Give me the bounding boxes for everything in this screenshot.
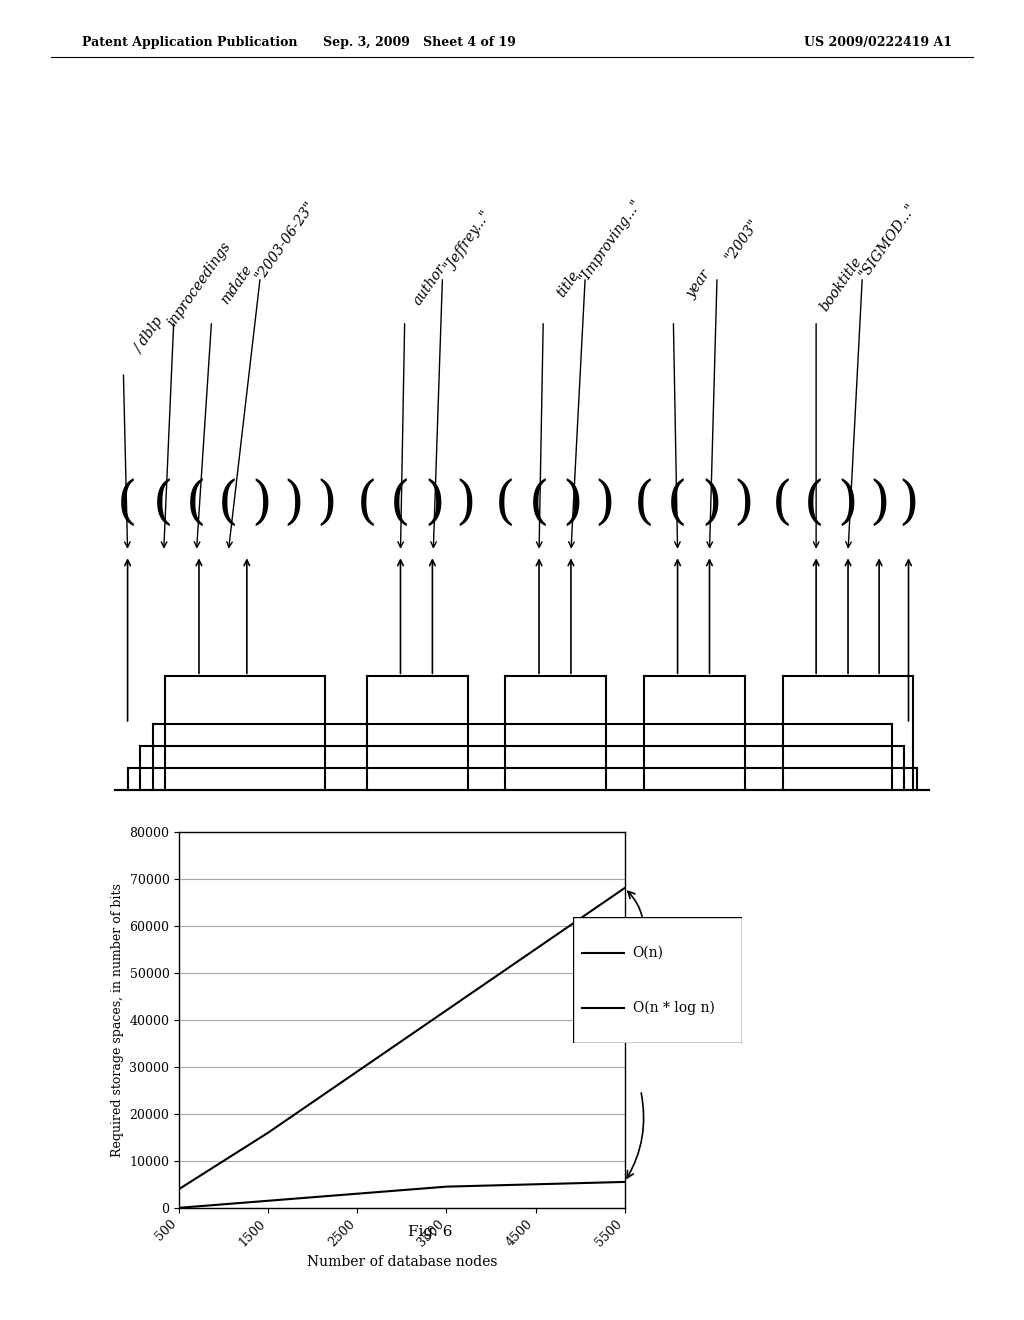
Text: "SIGMOD...": "SIGMOD..." — [856, 201, 919, 281]
Text: ): ) — [562, 479, 583, 529]
Text: ): ) — [898, 479, 919, 529]
Text: (: ( — [356, 479, 377, 529]
Text: "Jeffrey...": "Jeffrey..." — [441, 207, 494, 273]
Text: Patent Application Publication: Patent Application Publication — [82, 36, 297, 49]
Text: ): ) — [733, 479, 754, 529]
Text: Fig. 6: Fig. 6 — [408, 1225, 453, 1239]
Text: ): ) — [456, 479, 476, 529]
Text: (: ( — [668, 479, 688, 529]
Text: "Improving...": "Improving..." — [577, 195, 644, 285]
Text: ): ) — [838, 479, 858, 529]
Text: inproceedings: inproceedings — [165, 239, 233, 329]
Text: ): ) — [700, 479, 722, 529]
Text: O(n * log n): O(n * log n) — [633, 1001, 715, 1015]
X-axis label: Number of database nodes: Number of database nodes — [306, 1255, 498, 1269]
Text: US 2009/0222419 A1: US 2009/0222419 A1 — [804, 36, 952, 49]
Text: Sep. 3, 2009   Sheet 4 of 19: Sep. 3, 2009 Sheet 4 of 19 — [324, 36, 516, 49]
Text: (: ( — [118, 479, 138, 529]
Text: ): ) — [252, 479, 272, 529]
Text: ): ) — [869, 479, 890, 529]
Text: ): ) — [316, 479, 337, 529]
Text: / dblp: / dblp — [131, 315, 166, 356]
Text: year: year — [684, 268, 713, 301]
Text: (: ( — [772, 479, 793, 529]
Text: author: author — [411, 261, 449, 308]
Text: "2003": "2003" — [723, 216, 762, 264]
Text: mdate: mdate — [218, 263, 255, 306]
Text: (: ( — [390, 479, 411, 529]
Y-axis label: Required storage spaces, in number of bits: Required storage spaces, in number of bi… — [111, 883, 124, 1156]
Text: Fig. 5: Fig. 5 — [500, 855, 545, 870]
Text: booktitle: booktitle — [817, 255, 865, 314]
Text: ): ) — [284, 479, 304, 529]
Text: (: ( — [186, 479, 207, 529]
Text: (: ( — [634, 479, 654, 529]
Text: O(n): O(n) — [633, 945, 664, 960]
Text: ): ) — [424, 479, 444, 529]
Text: (: ( — [218, 479, 239, 529]
Text: (: ( — [496, 479, 516, 529]
Text: (: ( — [804, 479, 824, 529]
Text: "2003-06-23": "2003-06-23" — [253, 198, 317, 282]
Text: (: ( — [153, 479, 173, 529]
Text: title: title — [555, 269, 583, 300]
Text: (: ( — [528, 479, 549, 529]
Text: ): ) — [594, 479, 614, 529]
